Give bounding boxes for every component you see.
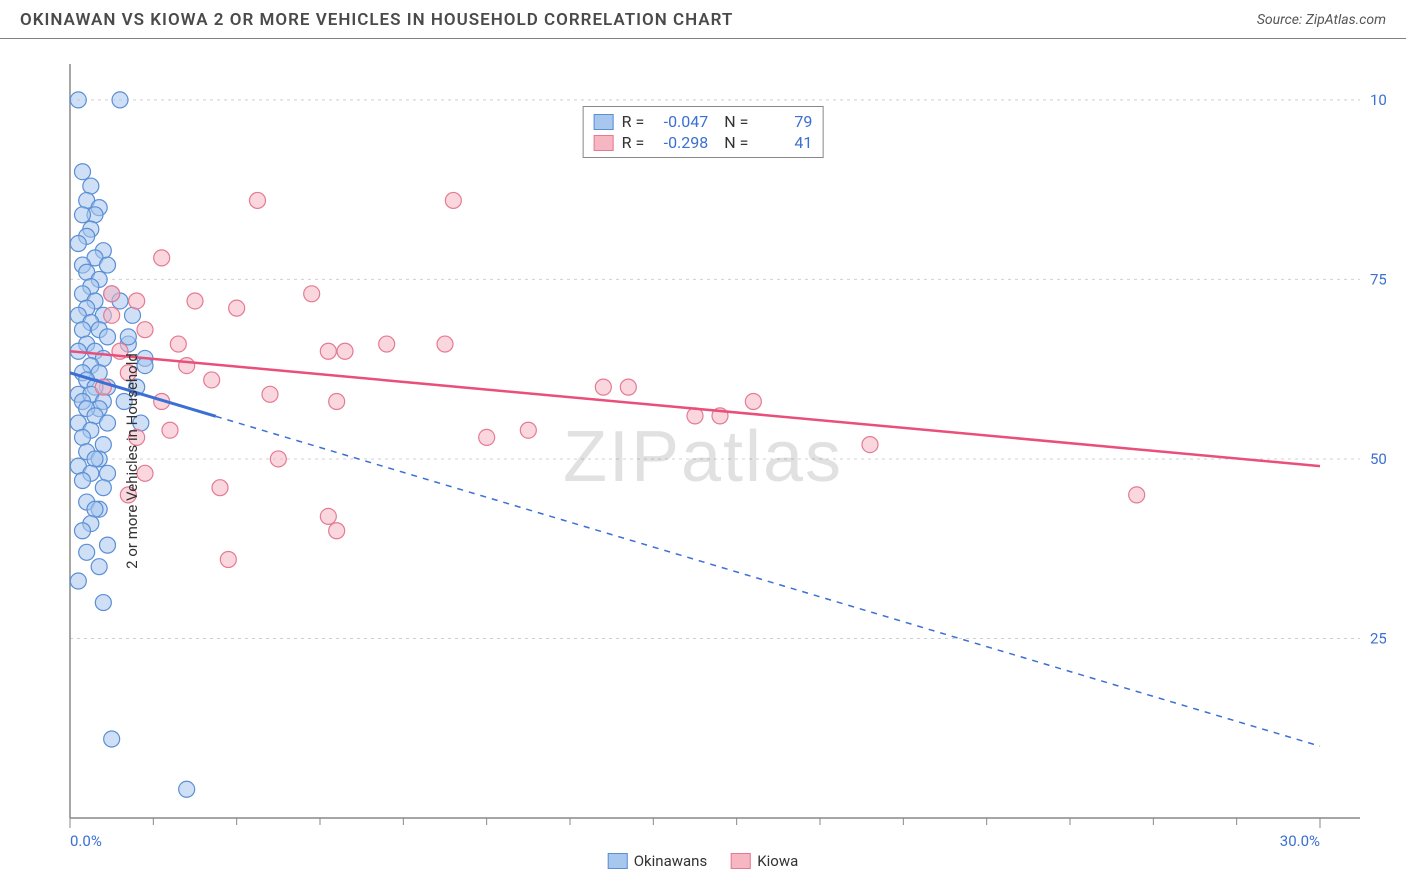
scatter-plot: 25.0% 50.0% 75.0% 100.0% 0.0% 30.0%	[20, 50, 1386, 872]
legend-label-kiowa: Kiowa	[757, 852, 798, 870]
header: OKINAWAN VS KIOWA 2 OR MORE VEHICLES IN …	[0, 0, 1406, 39]
chart-title: OKINAWAN VS KIOWA 2 OR MORE VEHICLES IN …	[20, 10, 733, 30]
swatch-okinawans	[608, 853, 628, 869]
source-label: Source: ZipAtlas.com	[1257, 12, 1386, 28]
series-legend: Okinawans Kiowa	[608, 852, 799, 870]
n-value-okinawans: 79	[756, 112, 812, 131]
svg-text:75.0%: 75.0%	[1370, 270, 1386, 288]
svg-text:25.0%: 25.0%	[1370, 629, 1386, 647]
y-axis-label: 2 or more Vehicles in Household	[123, 353, 141, 569]
r-value-okinawans: -0.047	[652, 112, 708, 131]
r-label: R =	[622, 133, 645, 152]
svg-text:50.0%: 50.0%	[1370, 450, 1386, 468]
swatch-kiowa	[594, 135, 614, 151]
n-label: N =	[716, 112, 748, 131]
r-label: R =	[622, 112, 645, 131]
svg-text:100.0%: 100.0%	[1370, 91, 1386, 109]
legend-label-okinawans: Okinawans	[634, 852, 707, 870]
chart-area: 2 or more Vehicles in Household ZIPatlas…	[20, 50, 1386, 872]
swatch-kiowa	[731, 853, 751, 869]
legend-item-okinawans: Okinawans	[608, 852, 707, 870]
svg-text:0.0%: 0.0%	[70, 832, 102, 850]
swatch-okinawans	[594, 114, 614, 130]
r-value-kiowa: -0.298	[652, 133, 708, 152]
stats-row-kiowa: R = -0.298 N = 41	[594, 132, 813, 153]
stats-row-okinawans: R = -0.047 N = 79	[594, 111, 813, 132]
svg-text:30.0%: 30.0%	[1280, 832, 1320, 850]
n-label: N =	[716, 133, 748, 152]
stats-legend: R = -0.047 N = 79 R = -0.298 N = 41	[583, 106, 824, 158]
n-value-kiowa: 41	[756, 133, 812, 152]
legend-item-kiowa: Kiowa	[731, 852, 798, 870]
chart-container: OKINAWAN VS KIOWA 2 OR MORE VEHICLES IN …	[0, 0, 1406, 892]
